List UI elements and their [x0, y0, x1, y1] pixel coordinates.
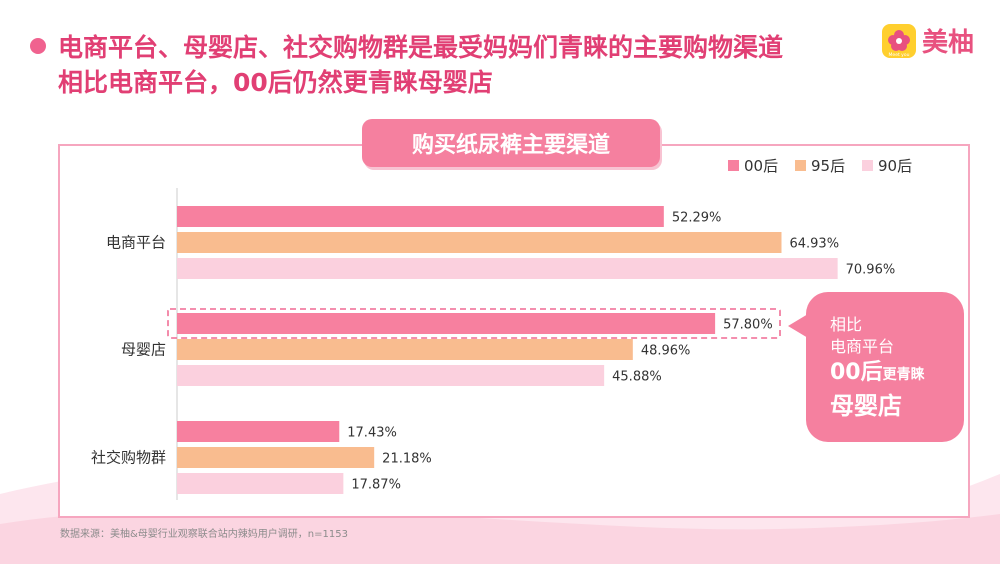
category-label: 母婴店	[121, 341, 166, 359]
bar-00后-社交购物群	[177, 421, 340, 442]
brand-logo: Meet you 美柚	[882, 22, 974, 59]
data-label: 52.29%	[672, 211, 722, 226]
category-label: 电商平台	[106, 234, 166, 252]
data-source-note: 数据来源：美柚&母婴行业观察联合站内辣妈用户调研，n=1153	[60, 529, 348, 540]
data-label: 21.18%	[382, 452, 432, 467]
data-label: 48.96%	[641, 344, 691, 359]
callout-line-3b: 更青睐	[882, 367, 925, 383]
data-label: 64.93%	[789, 237, 839, 252]
callout-line-3: 00后更青睐	[830, 358, 964, 390]
data-label: 17.43%	[347, 426, 397, 441]
legend-swatch	[728, 160, 739, 171]
bar-90后-母婴店	[177, 365, 605, 386]
bar-00后-电商平台	[177, 206, 664, 227]
title-bullet	[30, 38, 46, 54]
brand-name: 美柚	[922, 28, 975, 58]
title-line-2: 相比电商平台，00后仍然更青睐母婴店	[58, 68, 493, 97]
legend-label: 00后	[744, 157, 778, 175]
callout-line-4: 母婴店	[830, 392, 902, 420]
bar-90后-社交购物群	[177, 473, 344, 494]
bar-95后-母婴店	[177, 339, 633, 360]
data-label: 57.80%	[723, 318, 773, 333]
callout-line-3a: 00后	[830, 360, 883, 385]
data-label: 17.87%	[351, 478, 401, 493]
category-label: 社交购物群	[91, 449, 166, 467]
legend-label: 95后	[811, 157, 845, 175]
title-line-1: 电商平台、母婴店、社交购物群是最受妈妈们青睐的主要购物渠道	[58, 33, 784, 62]
flower-icon: Meet you	[882, 23, 916, 58]
callout-line-1: 相比	[830, 315, 863, 334]
legend-swatch	[795, 160, 806, 171]
bar-00后-母婴店	[177, 313, 716, 334]
legend-swatch	[862, 160, 873, 171]
page-title: 电商平台、母婴店、社交购物群是最受妈妈们青睐的主要购物渠道 相比电商平台，00后…	[58, 30, 783, 100]
insight-callout: 相比 电商平台 00后更青睐 母婴店	[806, 292, 964, 442]
callout-pointer	[788, 314, 808, 338]
chart-title: 购买纸尿裤主要渠道	[362, 119, 660, 167]
legend-label: 90后	[878, 157, 912, 175]
bar-95后-社交购物群	[177, 447, 375, 468]
callout-line-2: 电商平台	[830, 337, 895, 356]
bar-90后-电商平台	[177, 258, 838, 279]
logo-text: Meet you	[889, 52, 910, 58]
highlight-box	[167, 308, 781, 339]
data-label: 45.88%	[612, 370, 662, 385]
data-label: 70.96%	[846, 263, 896, 278]
bar-95后-电商平台	[177, 232, 782, 253]
